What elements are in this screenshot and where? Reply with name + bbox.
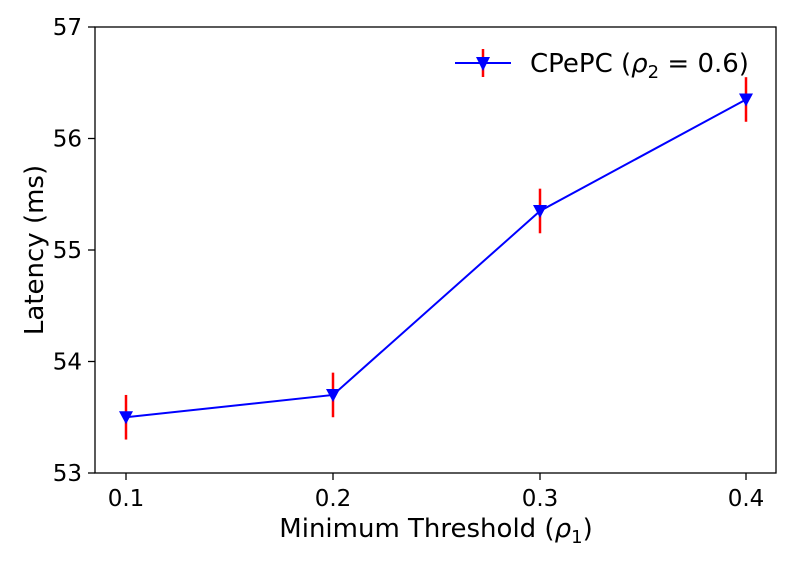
x-tick-label: 0.1 [108, 486, 145, 512]
data-point-marker [533, 204, 547, 218]
data-point-marker [119, 411, 133, 425]
data-point-marker [326, 388, 340, 402]
y-axis-label: Latency (ms) [20, 165, 50, 335]
y-tick-label: 55 [53, 238, 82, 264]
y-axis-ticks: 53 54 55 56 57 [53, 15, 95, 487]
x-tick-label: 0.3 [522, 486, 559, 512]
y-tick-label: 56 [53, 127, 82, 153]
legend-label: CPePC (ρ2 = 0.6) [530, 49, 749, 83]
x-tick-label: 0.4 [728, 486, 765, 512]
x-tick-label: 0.2 [315, 486, 352, 512]
series-layer [119, 77, 753, 440]
data-point-marker [739, 93, 753, 107]
y-tick-label: 53 [53, 461, 82, 487]
legend: CPePC (ρ2 = 0.6) [455, 49, 749, 83]
x-axis-ticks: 0.1 0.2 0.3 0.4 [108, 473, 765, 512]
y-tick-label: 54 [53, 350, 82, 376]
y-tick-label: 57 [53, 15, 82, 41]
series-line [125, 98, 747, 419]
plot-frame [94, 26, 777, 474]
x-axis-label: Minimum Threshold (ρ1) [279, 514, 592, 548]
legend-marker [476, 57, 490, 71]
